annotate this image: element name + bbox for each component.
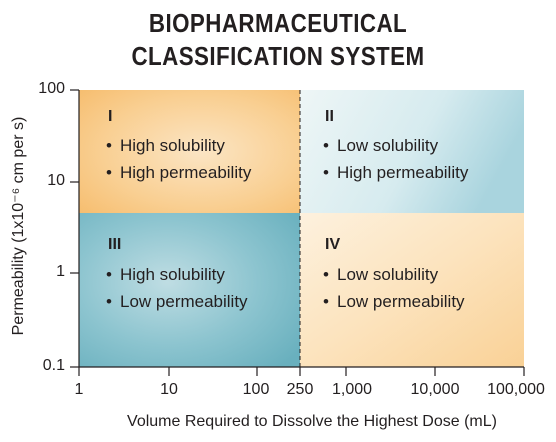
bullet-icon: • xyxy=(323,136,329,155)
x-tick-label: 250 xyxy=(286,381,314,398)
quadrant-I-bullet-2: • High permeability xyxy=(106,163,251,183)
diagram-title-line-1: BIOPHARMACEUTICAL xyxy=(148,8,408,38)
diagram-title-line-2: CLASSIFICATION SYSTEM xyxy=(131,41,425,71)
quadrant-I-background xyxy=(79,90,300,213)
bullet-icon: • xyxy=(323,292,329,311)
bullet-icon: • xyxy=(106,265,112,284)
quadrant-II-bullet-2: • High permeability xyxy=(323,163,468,183)
quadrant-III-label: III xyxy=(108,236,122,253)
quadrant-III-bullet-1: • High solubility xyxy=(106,265,225,285)
quadrant-I-bullet-1: • High solubility xyxy=(106,136,225,156)
y-tick-label: 1 xyxy=(56,263,65,280)
x-tick-label: 100,000 xyxy=(487,381,545,398)
x-tick-label: 10,000 xyxy=(410,381,460,398)
x-tick-label: 10 xyxy=(160,381,178,398)
bullet-icon: • xyxy=(106,292,112,311)
x-axis-label: Volume Required to Dissolve the Highest … xyxy=(127,413,497,430)
quadrant-IV-text-2: Low permeability xyxy=(337,292,465,311)
x-tick-label: 1,000 xyxy=(331,381,373,398)
quadrant-I-text-1: High solubility xyxy=(120,136,225,155)
quadrant-IV-text-1: Low solubility xyxy=(337,265,439,284)
quadrant-II-text-1: Low solubility xyxy=(337,136,439,155)
quadrant-II-background xyxy=(300,90,524,213)
quadrant-IV-bullet-2: • Low permeability xyxy=(323,292,465,312)
quadrant-IV-label: IV xyxy=(325,236,341,253)
quadrant-I-text-2: High permeability xyxy=(120,163,252,182)
bullet-icon: • xyxy=(323,163,329,182)
quadrant-IV-background xyxy=(300,213,524,367)
y-tick-label: 0.1 xyxy=(42,357,65,374)
bullet-icon: • xyxy=(106,163,112,182)
quadrant-III-background xyxy=(79,213,300,367)
quadrant-I-label: I xyxy=(108,108,113,125)
x-tick-label: 100 xyxy=(242,381,270,398)
y-tick-label: 10 xyxy=(47,172,65,189)
y-axis-label: Permeability (1x10⁻⁶ cm per s) xyxy=(10,116,27,336)
quadrant-II-text-2: High permeability xyxy=(337,163,469,182)
quadrant-II-label: II xyxy=(325,108,334,125)
x-tick-label: 1 xyxy=(74,381,84,398)
y-tick-label: 100 xyxy=(38,80,65,97)
quadrant-III-text-2: Low permeability xyxy=(120,292,248,311)
quadrant-IV-bullet-1: • Low solubility xyxy=(323,265,438,285)
quadrant-II-bullet-1: • Low solubility xyxy=(323,136,438,156)
quadrant-III-text-1: High solubility xyxy=(120,265,225,284)
quadrant-III-bullet-2: • Low permeability xyxy=(106,292,248,312)
bullet-icon: • xyxy=(323,265,329,284)
bullet-icon: • xyxy=(106,136,112,155)
